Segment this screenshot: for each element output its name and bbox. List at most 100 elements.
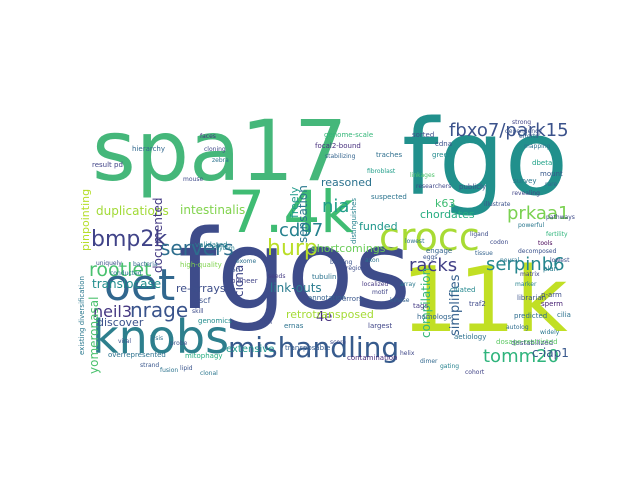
word-powerful: powerful — [518, 222, 544, 229]
word-hierarchy: hierarchy — [132, 145, 165, 153]
word-autolog: autolog — [506, 324, 529, 331]
word-freely: freely — [288, 186, 301, 218]
word-seeds: seeds — [268, 273, 285, 280]
word-homologs: homologs — [417, 313, 451, 321]
word-strand: strand — [140, 362, 159, 369]
word-axon: axon — [365, 257, 380, 264]
word-sorted: sorted — [412, 131, 434, 139]
word-pathways: pathways — [546, 214, 575, 221]
word-mount: mount — [540, 170, 563, 178]
word-racks: racks — [409, 255, 457, 276]
word-oet: oet — [104, 260, 175, 311]
word-skill: skill — [192, 308, 204, 315]
word-tomm20: tomm20 — [483, 346, 559, 367]
word-genomics: genomics — [198, 317, 232, 325]
word-probe: probe — [170, 340, 188, 347]
word-extensive: extensive — [226, 344, 274, 355]
word-dependency: dependency — [505, 128, 542, 135]
word-distinguishes: distinguishes — [350, 198, 358, 244]
word-4e: 4e — [316, 310, 332, 325]
word-cdna: cdna — [435, 140, 452, 148]
word-scf: scf — [199, 296, 211, 305]
word-compilation: compilation — [419, 268, 433, 338]
word-helix: helix — [400, 350, 415, 357]
word-zebra: zebra — [212, 157, 229, 164]
word-lowest: lowest — [405, 238, 425, 245]
word-fbxo7-park15: fbxo7/park15 — [449, 120, 569, 141]
word-mapping: mapping — [524, 143, 551, 150]
word-regions: regions — [346, 265, 368, 272]
word-strong: strong — [512, 119, 531, 126]
word-ernas: ernas — [284, 322, 304, 330]
word-knobs: knobs — [92, 310, 229, 364]
word-existing-diversification: existing diversification — [78, 276, 86, 355]
word-destabilized: destabilized — [511, 339, 553, 347]
word-rare: rare — [545, 181, 557, 188]
word-cohort: cohort — [465, 369, 485, 376]
word-dimer: dimer — [420, 358, 438, 365]
word-exome: exome — [236, 258, 256, 265]
word-fusion: fusion — [160, 367, 178, 374]
word-pioneer: pioneer — [231, 277, 258, 285]
word-ciliated: ciliated — [450, 286, 475, 294]
word-p-arm: p-arm — [541, 291, 562, 299]
word-score: score — [330, 339, 346, 346]
word-overrepresented: overrepresented — [108, 351, 166, 359]
word-motif: motif — [372, 289, 389, 296]
word-mishandling: mishandling — [228, 331, 399, 364]
word-servers: servers — [160, 236, 234, 260]
word-yomeronasal: yomeronasal — [87, 297, 101, 374]
word-prkaa1: prkaa1 — [507, 203, 569, 224]
word-shortcomings: shortcomings — [311, 242, 386, 255]
word-revealing: revealing — [512, 190, 540, 197]
word-nrage: nrage — [130, 298, 188, 322]
word-validated: validated — [195, 241, 228, 249]
word-kinase: kinase — [390, 297, 410, 304]
word-contamination: contamination — [347, 354, 398, 362]
word-errors: errors — [342, 295, 363, 303]
word-fgo: fgo — [402, 97, 568, 219]
word-tools: tools — [538, 240, 553, 247]
word-ciona: ciona — [232, 265, 246, 297]
word-rootlet: rootlet — [89, 259, 152, 281]
word-gating: gating — [440, 363, 459, 370]
word-suspected: suspected — [371, 193, 407, 201]
word-serpinb6: serpinb6 — [486, 254, 565, 275]
word-largest: largest — [368, 322, 392, 330]
word-7-4k: 7.4k — [228, 178, 354, 246]
word-dosage-restricted: dosage-restricted — [496, 338, 558, 346]
word-cd97: cd97 — [279, 220, 323, 241]
word-loci: loci — [230, 267, 241, 274]
word-widely: widely — [540, 329, 560, 336]
word-simplifies: simplifies — [448, 274, 463, 336]
word-fgos: fgos — [178, 206, 411, 334]
word-tissue: tissue — [475, 250, 493, 257]
word-genome-scale: genome-scale — [324, 131, 373, 139]
word-k63: k63 — [435, 197, 455, 210]
word-rich: rich — [259, 318, 272, 326]
word-high-quality: high-quality — [180, 261, 222, 269]
word-funded: funded — [359, 220, 398, 233]
word-lysis: lysis — [150, 335, 163, 342]
word-retrotransposed: retrotransposed — [286, 308, 374, 321]
word-array: array — [400, 281, 416, 288]
word-chordates: chordates — [420, 208, 475, 221]
word-binding: binding — [330, 259, 353, 266]
word-illustrate: illustrate — [484, 201, 511, 208]
word-plan: plan — [543, 265, 558, 273]
word-lowest: lowest — [550, 257, 570, 264]
word-duplications: duplications — [96, 204, 169, 218]
word-tubulin: tubulin — [312, 273, 336, 281]
word-efforts: efforts — [519, 133, 538, 140]
word-lipid: lipid — [180, 365, 193, 372]
word-discover: discover — [97, 316, 144, 329]
word-publicly: publicly — [459, 183, 486, 191]
word-transposable: transposable — [285, 344, 330, 352]
word-rhythm: rhythm — [213, 245, 235, 252]
word-marker: marker — [515, 281, 537, 288]
word-traf2: traf2 — [469, 300, 486, 308]
word-reasoned: reasoned — [321, 176, 372, 189]
word-spa17: spa17 — [92, 102, 347, 200]
word-crocc: crocc — [379, 215, 480, 259]
